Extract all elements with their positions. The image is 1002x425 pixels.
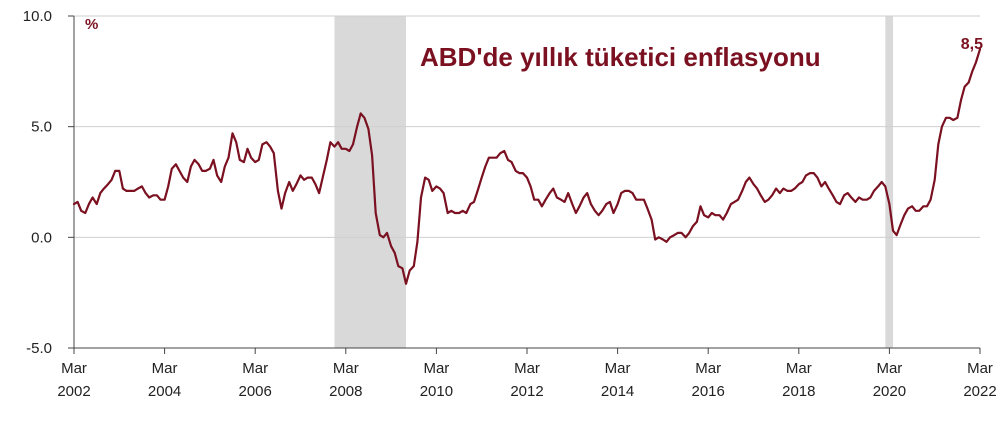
x-tick-labels: Mar 2002 Mar 2004 Mar 2006 Mar 2008 Mar 2010 Mar 20… — [57, 348, 997, 400]
x-tick-month: Mar — [423, 360, 449, 377]
x-tick-year: 2004 — [148, 383, 181, 400]
recession-band — [334, 16, 407, 348]
recession-band — [885, 16, 894, 348]
x-tick-month: Mar — [514, 360, 540, 377]
recession-bands — [334, 16, 894, 348]
y-tick-label: 0.0 — [31, 229, 52, 246]
chart-title: ABD'de yıllık tüketici enflasyonu — [420, 42, 821, 72]
x-tick-month: Mar — [876, 360, 902, 377]
x-tick-month: Mar — [695, 360, 721, 377]
x-tick-year: 2012 — [510, 383, 543, 400]
x-tick-year: 2002 — [57, 383, 90, 400]
x-tick-month: Mar — [333, 360, 359, 377]
x-tick-month: Mar — [605, 360, 631, 377]
x-tick-month: Mar — [786, 360, 812, 377]
x-tick-year: 2006 — [239, 383, 272, 400]
x-tick-month: Mar — [61, 360, 87, 377]
y-tick-labels: 10.0 5.0 0.0 -5.0 — [23, 8, 74, 357]
x-tick-month: Mar — [967, 360, 993, 377]
x-tick-year: 2014 — [601, 383, 634, 400]
end-value-label: 8,5 — [961, 36, 983, 53]
y-tick-label: -5.0 — [26, 340, 52, 357]
x-tick-year: 2020 — [873, 383, 906, 400]
unit-label: % — [85, 16, 98, 33]
x-tick-month: Mar — [242, 360, 268, 377]
x-tick-year: 2016 — [692, 383, 725, 400]
x-tick-year: 2008 — [329, 383, 362, 400]
x-tick-year: 2018 — [782, 383, 815, 400]
y-gridlines — [74, 15, 980, 238]
x-tick-year: 2010 — [420, 383, 453, 400]
x-tick-year: 2022 — [963, 383, 996, 400]
y-tick-label: 5.0 — [31, 119, 52, 136]
y-tick-label: 10.0 — [23, 8, 52, 25]
series-line-group — [72, 48, 982, 285]
series-line — [72, 48, 982, 285]
x-tick-month: Mar — [152, 360, 178, 377]
